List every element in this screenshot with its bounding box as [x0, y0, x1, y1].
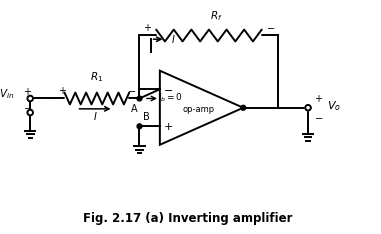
Text: $I$: $I$ — [171, 33, 176, 45]
Text: $-$: $-$ — [314, 112, 323, 122]
Text: A: A — [131, 104, 138, 114]
Text: $+$: $+$ — [314, 93, 323, 104]
Circle shape — [137, 124, 142, 129]
Text: $+$: $+$ — [163, 121, 173, 132]
Text: $-$: $-$ — [22, 102, 32, 112]
Text: $I$: $I$ — [93, 110, 97, 122]
Text: $+$: $+$ — [143, 22, 152, 33]
Text: $-$: $-$ — [127, 85, 136, 95]
Text: $V_o$: $V_o$ — [327, 99, 341, 113]
Text: Fig. 2.17 (a) Inverting amplifier: Fig. 2.17 (a) Inverting amplifier — [83, 212, 292, 225]
Circle shape — [137, 96, 142, 101]
Circle shape — [27, 96, 33, 101]
Text: B: B — [143, 112, 150, 122]
Text: $-$: $-$ — [163, 84, 173, 94]
Circle shape — [305, 105, 311, 110]
Circle shape — [241, 105, 246, 110]
Text: op-amp: op-amp — [183, 105, 215, 114]
Text: $R_1$: $R_1$ — [90, 71, 104, 84]
Text: $R_f$: $R_f$ — [210, 9, 223, 22]
Text: $-$: $-$ — [266, 22, 275, 32]
Text: $+$: $+$ — [58, 85, 67, 96]
Text: $I_b = 0$: $I_b = 0$ — [158, 91, 184, 104]
Circle shape — [27, 110, 33, 115]
Text: $+$: $+$ — [23, 86, 32, 97]
Text: $V_{in}$: $V_{in}$ — [0, 87, 14, 101]
